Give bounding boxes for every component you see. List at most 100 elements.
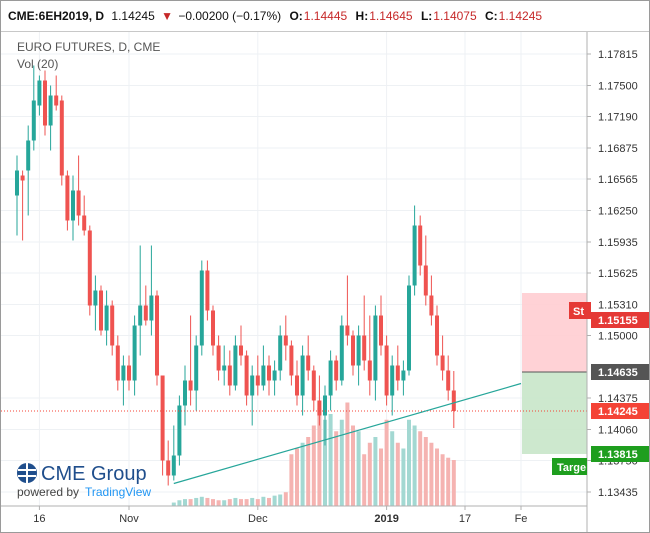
candles [15, 65, 456, 486]
candle [222, 345, 227, 386]
volume-bar [183, 499, 187, 506]
price-tick-label: 1.15000 [598, 331, 638, 343]
candle [351, 330, 355, 376]
volume-bar [194, 497, 199, 506]
volume-bar [205, 497, 210, 506]
candle [115, 335, 120, 391]
candle-body [267, 365, 271, 381]
candle [283, 315, 288, 361]
candle-body [356, 335, 361, 366]
candle [166, 440, 171, 486]
current-price-tag-value: 1.14245 [598, 406, 638, 418]
candle-body [440, 355, 445, 371]
candle [244, 350, 249, 406]
volume-bar [429, 442, 434, 506]
candle-body [194, 345, 199, 391]
volume-bar [356, 431, 361, 506]
candle [300, 345, 305, 416]
candle [261, 345, 266, 391]
cme-globe-icon [17, 463, 37, 483]
candle [171, 425, 176, 481]
volume-bar [306, 437, 311, 506]
candle [306, 335, 311, 381]
candle [93, 275, 98, 331]
candle-body [82, 215, 87, 231]
time-tick-label: 16 [33, 513, 45, 525]
price-axis[interactable]: 1.17815 1.17500 1.17190 1.16875 1.16565 1.162… [587, 49, 638, 499]
candle-body [418, 225, 423, 266]
target-label-tag[interactable]: Targe [552, 458, 587, 475]
volume-bar [418, 431, 423, 506]
candle-body [367, 360, 372, 381]
candle-body [239, 345, 243, 356]
candle [143, 285, 148, 326]
candle [407, 275, 411, 376]
volume-bar [300, 442, 305, 506]
symbol-header: CME:6EH2019, D 1.14245 ▼ −0.00200 (−0.17… [1, 1, 649, 32]
plot-area [1, 32, 587, 506]
price-change: −0.00200 (−0.17%) [178, 9, 282, 23]
candle-body [177, 405, 182, 456]
candle-body [104, 305, 109, 331]
time-tick-label: Nov [119, 513, 139, 525]
price-tick-label: 1.17500 [598, 81, 638, 93]
price-tick-label: 1.16565 [598, 174, 638, 186]
volume-bar [289, 454, 294, 506]
logo-platform: TradingView [85, 485, 151, 499]
volume-bar [451, 460, 456, 506]
volume-bar [283, 492, 288, 506]
low-label: L: [420, 9, 433, 23]
trendline[interactable] [173, 382, 522, 485]
candle-body [76, 190, 81, 216]
candle [37, 75, 42, 116]
volume-bar [412, 425, 417, 506]
candle-body [115, 345, 120, 381]
candle [71, 175, 75, 241]
candle [323, 385, 327, 446]
candle-body [233, 345, 238, 386]
candle [317, 375, 322, 426]
candle-body [222, 365, 227, 371]
open-label: O: [289, 9, 303, 23]
candle [334, 355, 339, 391]
time-axis[interactable]: 16 Nov Dec 2019 17 Fe [33, 506, 527, 525]
candle [339, 315, 344, 386]
volume-bar [339, 419, 344, 506]
candle [412, 205, 417, 296]
candle [278, 325, 283, 381]
volume-bar [401, 448, 406, 506]
candle-body [317, 400, 322, 416]
price-chart[interactable]: 1.17815 1.17500 1.17190 1.16875 1.16565 1.162… [1, 32, 649, 532]
price-tags: St Targe 1.15155 1.14635 1.14245 1.13815 [552, 302, 649, 475]
candle [267, 355, 271, 396]
volume-bar [199, 496, 204, 506]
candle [20, 170, 25, 241]
volume-bar [222, 500, 227, 506]
candle [31, 65, 36, 151]
price-tick-label: 1.15310 [598, 300, 638, 312]
cme-group-logo: CME Group powered by TradingView [17, 463, 151, 499]
candle [121, 355, 126, 406]
target-price-tag: 1.13815 [591, 446, 649, 462]
candle-body [334, 360, 339, 381]
volume-bar [278, 494, 283, 506]
candle [26, 125, 31, 216]
candle-body [93, 290, 98, 306]
candle-body [166, 460, 171, 476]
stop-label-tag[interactable]: St [569, 302, 591, 319]
candle-body [216, 345, 221, 371]
candle-body [429, 295, 434, 316]
candle-body [54, 95, 59, 106]
low-value: 1.14075 [433, 9, 477, 23]
take-profit-zone[interactable] [522, 372, 587, 454]
candle-body [155, 295, 159, 376]
symbol-label[interactable]: CME:6EH2019, D [8, 9, 105, 23]
volume-bar [216, 500, 221, 506]
candle-body [278, 335, 283, 371]
price-tick-label: 1.13435 [598, 487, 638, 499]
candle-body [99, 290, 103, 331]
volume-bar [379, 448, 383, 506]
candle-body [412, 225, 417, 286]
volume-bar [395, 442, 400, 506]
volume-bar [407, 419, 411, 506]
